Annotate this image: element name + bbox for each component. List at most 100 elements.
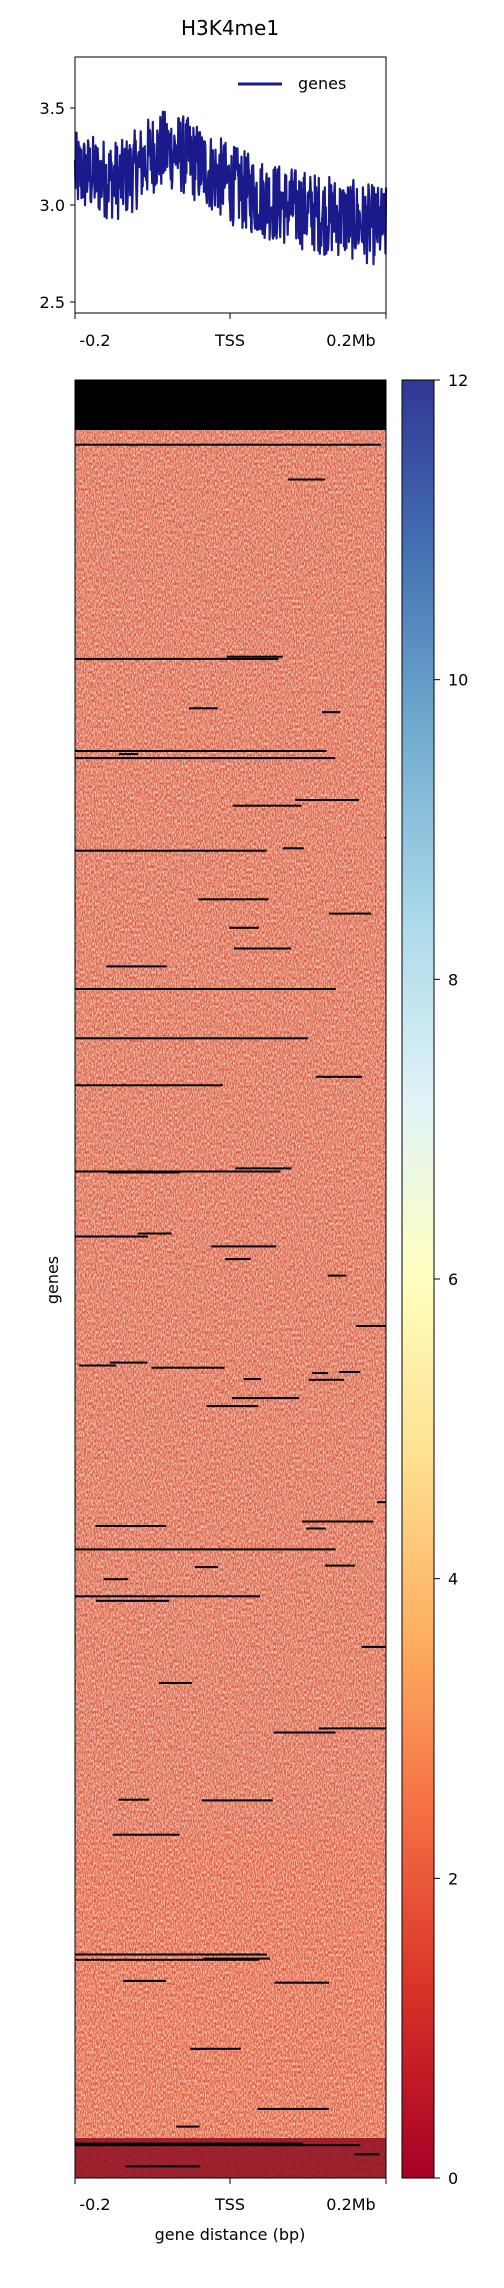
missing-row-mark	[318, 1727, 386, 1730]
heatmap-ylabel: genes	[43, 1256, 62, 1304]
profile-plot: H3K4me1 genes 3.5 3.0 2.5 -0.2 TSS 0.2Mb	[40, 16, 388, 350]
missing-row-mark	[315, 1075, 363, 1078]
missing-row-mark	[75, 1235, 149, 1238]
missing-row-mark	[189, 707, 218, 710]
missing-row-mark	[327, 1274, 347, 1277]
heatmap-xlabel: gene distance (bp)	[155, 2225, 306, 2244]
missing-row-mark	[75, 750, 327, 752]
missing-row-mark	[118, 1798, 150, 1801]
missing-row-mark	[194, 1566, 218, 1569]
missing-row-mark	[234, 947, 292, 950]
heatmap-missing-rows	[75, 443, 386, 2168]
heatmap-missing-top	[75, 380, 386, 430]
series-line-genes	[73, 110, 388, 266]
missing-row-mark	[158, 1682, 193, 1684]
missing-row-mark	[308, 1378, 345, 1381]
missing-row-mark	[123, 1979, 167, 1982]
x-tick-label: -0.2	[79, 2195, 110, 2214]
missing-row-mark	[75, 1548, 336, 1551]
profile-series-genes	[73, 110, 388, 266]
missing-row-mark	[324, 1564, 355, 1567]
missing-row-mark	[75, 2142, 303, 2145]
missing-row-mark	[75, 657, 279, 660]
missing-row-mark	[329, 912, 372, 915]
colorbar-tick-label: 6	[448, 1270, 458, 1289]
y-tick-label: 3.5	[40, 99, 65, 118]
missing-row-mark	[232, 1397, 300, 1400]
missing-row-mark	[356, 1325, 386, 1327]
missing-row-mark	[287, 478, 326, 481]
heatmap-x-axis: -0.2 TSS 0.2Mb gene distance (bp)	[74, 2178, 387, 2244]
missing-row-mark	[339, 1371, 361, 1373]
missing-row-mark	[75, 443, 382, 446]
missing-row-mark	[203, 1957, 270, 1960]
missing-row-mark	[273, 1731, 336, 1734]
missing-row-mark	[75, 988, 336, 990]
missing-row-mark	[302, 1520, 374, 1523]
missing-row-mark	[75, 1037, 308, 1040]
profile-y-axis: 3.5 3.0 2.5	[40, 99, 75, 312]
profile-legend: genes	[238, 74, 346, 93]
missing-row-mark	[226, 655, 283, 658]
missing-row-mark	[75, 1595, 260, 1598]
colorbar-ticks: 0 2 4 6 8 10 12	[434, 371, 468, 2188]
missing-row-mark	[295, 799, 359, 801]
missing-row-mark	[282, 847, 304, 850]
missing-row-mark	[109, 1361, 148, 1364]
missing-row-mark	[306, 1527, 326, 1530]
missing-row-mark	[312, 1372, 329, 1375]
colorbar-gradient	[402, 380, 434, 2178]
heatmap-plot: genes -0.2 TSS 0.2Mb gene distance (bp)	[43, 379, 387, 2244]
missing-row-mark	[151, 1366, 225, 1369]
y-tick-label: 3.0	[40, 196, 65, 215]
missing-row-mark	[274, 1981, 330, 1984]
y-tick-label: 2.5	[40, 293, 65, 312]
x-tick-label: 0.2Mb	[326, 2195, 375, 2214]
colorbar: 0 2 4 6 8 10 12	[401, 371, 468, 2188]
missing-row-mark	[211, 1245, 277, 1248]
missing-row-mark	[75, 1953, 267, 1956]
missing-row-mark	[354, 2153, 380, 2156]
missing-row-mark	[361, 1645, 386, 1648]
missing-row-mark	[75, 849, 267, 852]
missing-row-mark	[225, 1258, 251, 1261]
missing-row-mark	[243, 1378, 262, 1380]
colorbar-tick-label: 0	[448, 2169, 458, 2188]
profile-x-axis: -0.2 TSS 0.2Mb	[74, 313, 387, 350]
missing-row-mark	[95, 1599, 170, 1602]
missing-row-mark	[113, 1833, 180, 1836]
x-tick-label: TSS	[214, 331, 245, 350]
colorbar-tick-label: 10	[448, 671, 468, 690]
missing-row-mark	[103, 1578, 129, 1581]
legend-label-genes: genes	[298, 74, 346, 93]
colorbar-tick-label: 12	[448, 371, 468, 390]
missing-row-mark	[322, 711, 341, 714]
missing-row-mark	[198, 898, 269, 901]
missing-row-mark	[176, 2125, 200, 2128]
missing-row-mark	[108, 1171, 180, 1174]
missing-row-mark	[384, 836, 386, 839]
missing-row-mark	[95, 1525, 166, 1527]
missing-row-mark	[75, 757, 336, 760]
missing-row-mark	[229, 926, 259, 929]
missing-row-mark	[125, 2165, 201, 2168]
missing-row-mark	[190, 2047, 241, 2050]
colorbar-tick-label: 2	[448, 1869, 458, 1888]
missing-row-mark	[206, 1405, 258, 1408]
missing-row-mark	[75, 1084, 223, 1087]
missing-row-mark	[232, 804, 302, 807]
missing-row-mark	[201, 1799, 273, 1802]
missing-row-mark	[377, 1501, 386, 1504]
missing-row-mark	[75, 2144, 361, 2147]
missing-row-mark	[106, 965, 167, 968]
missing-row-mark	[235, 1167, 292, 1170]
x-tick-label: TSS	[214, 2195, 245, 2214]
x-tick-label: 0.2Mb	[326, 331, 375, 350]
missing-row-mark	[78, 1364, 116, 1367]
colorbar-tick-label: 4	[448, 1570, 458, 1589]
profile-title: H3K4me1	[181, 16, 279, 40]
missing-row-mark	[118, 753, 139, 756]
x-tick-label: -0.2	[79, 331, 110, 350]
missing-row-mark	[137, 1232, 172, 1235]
